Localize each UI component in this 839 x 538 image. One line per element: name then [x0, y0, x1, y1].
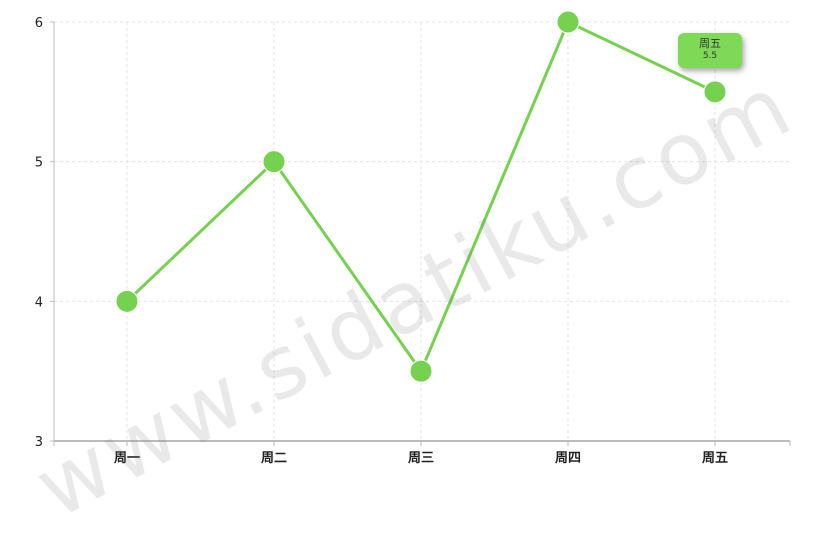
- x-tick-label: 周五: [702, 451, 728, 466]
- y-tick-label: 3: [35, 435, 43, 450]
- series-group: [115, 10, 727, 383]
- y-tick-label: 4: [35, 295, 43, 310]
- data-point[interactable]: [703, 80, 727, 104]
- axes: [53, 22, 790, 442]
- tooltip-title: 周五: [699, 37, 721, 50]
- data-point[interactable]: [409, 359, 433, 383]
- data-point[interactable]: [556, 10, 580, 34]
- data-point[interactable]: [262, 150, 286, 174]
- x-tick-label: 周四: [555, 451, 581, 466]
- x-tick-label: 周二: [261, 451, 287, 466]
- data-point[interactable]: [115, 289, 139, 313]
- tooltip: 周五 5.5: [678, 33, 742, 68]
- y-tick-label: 5: [35, 156, 43, 171]
- x-tick-label: 周一: [114, 451, 140, 466]
- x-tick-label: 周三: [408, 451, 434, 466]
- y-tick-labels: 3 4 5 6: [35, 16, 43, 450]
- line-chart: 3 4 5 6 周一 周二 周三 周四 周五: [35, 10, 791, 466]
- x-tick-labels: 周一 周二 周三 周四 周五: [114, 451, 728, 466]
- y-tick-label: 6: [35, 16, 43, 31]
- tooltip-value: 5.5: [702, 51, 718, 61]
